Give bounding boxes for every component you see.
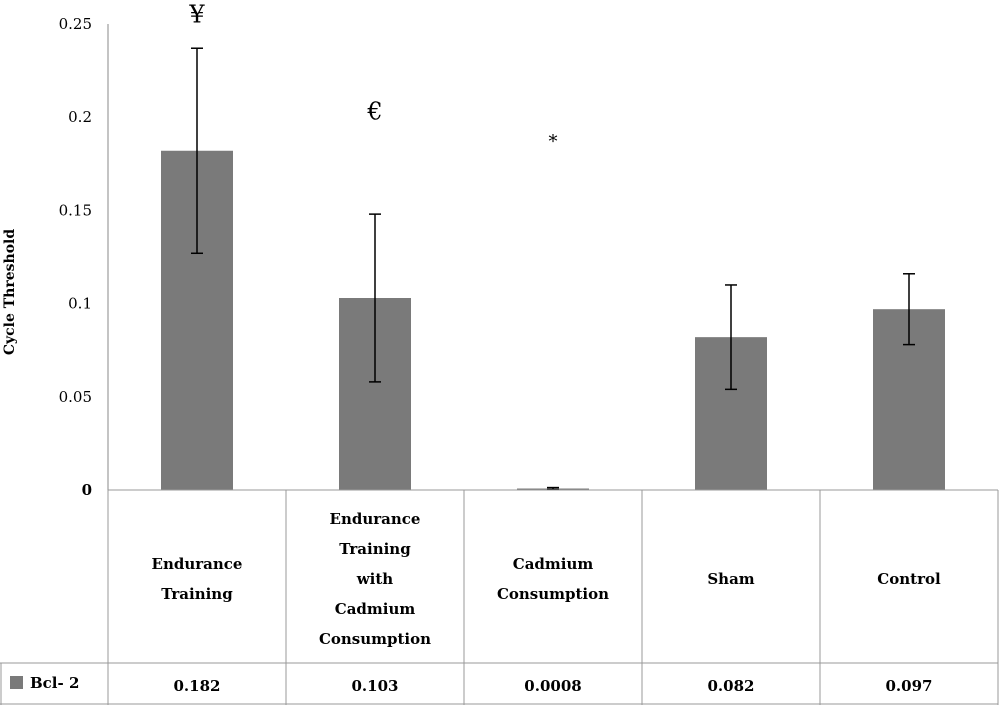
significance-marker: ¥ — [188, 1, 205, 29]
y-tick-label: 0.2 — [68, 108, 92, 126]
data-table: Endurance Training Endurance Training with Ca… — [0, 489, 999, 705]
category-label: Training — [339, 540, 411, 558]
category-label: Consumption — [319, 630, 431, 648]
value-label: 0.082 — [708, 677, 755, 695]
category-label: Endurance — [330, 510, 421, 528]
category-label: Training — [161, 585, 233, 603]
y-tick-label: 0.1 — [68, 295, 92, 313]
value-label: 0.182 — [174, 677, 221, 695]
y-tick-label: 0.05 — [59, 388, 92, 406]
value-label: 0.097 — [886, 677, 933, 695]
category-label: Consumption — [497, 585, 609, 603]
legend-swatch — [10, 676, 23, 689]
category-label: Cadmium — [335, 600, 416, 618]
bars: ¥ € * — [161, 1, 945, 491]
y-axis: 0 0.05 0.1 0.15 0.2 0.25 — [59, 15, 109, 499]
y-tick-label: 0 — [82, 481, 92, 499]
category-label: Sham — [707, 570, 754, 588]
y-axis-label: Cycle Threshold — [2, 229, 18, 355]
value-label: 0.103 — [352, 677, 399, 695]
legend-label: Bcl- 2 — [30, 674, 79, 692]
y-tick-label: 0.25 — [59, 15, 92, 33]
category-label: Endurance — [152, 555, 243, 573]
category-label: Control — [877, 570, 941, 588]
y-tick-label: 0.15 — [59, 201, 92, 219]
category-label: with — [356, 570, 394, 588]
significance-marker: € — [366, 98, 382, 126]
significance-marker: * — [549, 132, 558, 153]
category-label: Cadmium — [513, 555, 594, 573]
value-label: 0.0008 — [524, 677, 581, 695]
